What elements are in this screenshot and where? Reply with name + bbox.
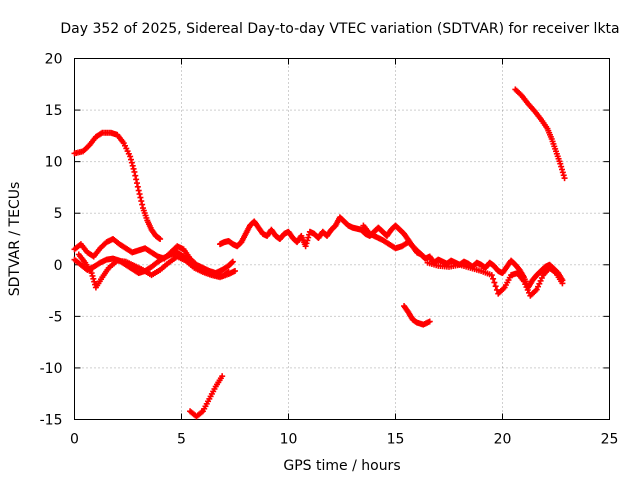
x-tick-label: 20 <box>494 432 512 448</box>
data-point <box>559 280 566 287</box>
data-point <box>132 172 139 179</box>
y-tick-label: -5 <box>49 309 63 325</box>
data-point <box>130 165 137 172</box>
data-point <box>90 275 97 282</box>
data-point <box>127 156 134 163</box>
data-point <box>305 234 312 241</box>
y-tick-label: 5 <box>54 206 63 222</box>
x-tick-label: 15 <box>387 432 405 448</box>
data-point <box>229 258 236 265</box>
data-point <box>303 240 310 247</box>
data-point <box>88 270 95 277</box>
series-track-6 <box>217 214 566 291</box>
x-tick-label: 10 <box>280 432 298 448</box>
data-point <box>491 279 498 286</box>
series-track-7 <box>360 222 429 262</box>
x-tick-label: 25 <box>601 432 619 448</box>
plot-frame <box>74 58 610 420</box>
data-point <box>157 236 164 242</box>
y-tick-label: -10 <box>40 361 63 377</box>
data-point <box>127 153 134 160</box>
data-point <box>89 272 96 279</box>
data-point <box>426 318 433 325</box>
data-point <box>561 175 568 182</box>
data-point <box>232 267 238 274</box>
x-tick-label: 5 <box>177 432 186 448</box>
data-point <box>302 243 309 250</box>
data-point <box>558 166 565 173</box>
data-point <box>138 198 145 205</box>
data-point <box>139 201 146 208</box>
y-tick-label: 20 <box>45 52 63 68</box>
y-tick-label: 0 <box>54 258 63 274</box>
axis-ticks <box>74 58 610 420</box>
series-track-9 <box>401 303 433 328</box>
data-point <box>422 255 429 262</box>
data-point <box>421 254 428 261</box>
series-track-4 <box>75 251 238 291</box>
data-point <box>91 278 98 285</box>
data-point <box>558 163 565 170</box>
y-tick-label: -15 <box>40 413 63 429</box>
data-point <box>131 168 138 175</box>
data-point <box>128 159 135 166</box>
data-point <box>219 373 226 380</box>
data-point <box>559 169 566 176</box>
series-track-2 <box>71 236 236 277</box>
data-point <box>135 187 142 194</box>
data-point <box>490 275 497 282</box>
data-point <box>229 259 236 266</box>
y-axis-label: SDTVAR / TECUs <box>7 182 23 297</box>
series-track-1 <box>71 129 164 242</box>
data-point <box>304 237 311 244</box>
data-point <box>133 176 140 183</box>
x-tick-label: 0 <box>70 432 79 448</box>
x-tick-labels: 0 5 10 15 20 25 <box>70 432 618 448</box>
grid-lines <box>74 58 610 420</box>
chart-title: Day 352 of 2025, Sidereal Day-to-day VTE… <box>60 21 619 37</box>
data-point <box>136 191 143 198</box>
data-point <box>492 283 499 290</box>
series-track-5 <box>187 373 226 420</box>
y-tick-label: 15 <box>45 103 63 119</box>
data-points <box>71 86 568 420</box>
data-point <box>488 272 495 279</box>
y-tick-label: 10 <box>45 155 63 171</box>
data-point <box>134 183 141 190</box>
series-track-8 <box>424 259 566 299</box>
data-point <box>129 162 136 169</box>
data-point <box>133 180 140 187</box>
y-tick-labels: -15 -10 -5 0 5 10 15 20 <box>40 52 63 429</box>
data-point <box>137 194 144 201</box>
x-axis-label: GPS time / hours <box>283 458 400 474</box>
data-point <box>560 172 567 179</box>
data-point <box>557 160 564 167</box>
series-track-10 <box>512 86 568 182</box>
